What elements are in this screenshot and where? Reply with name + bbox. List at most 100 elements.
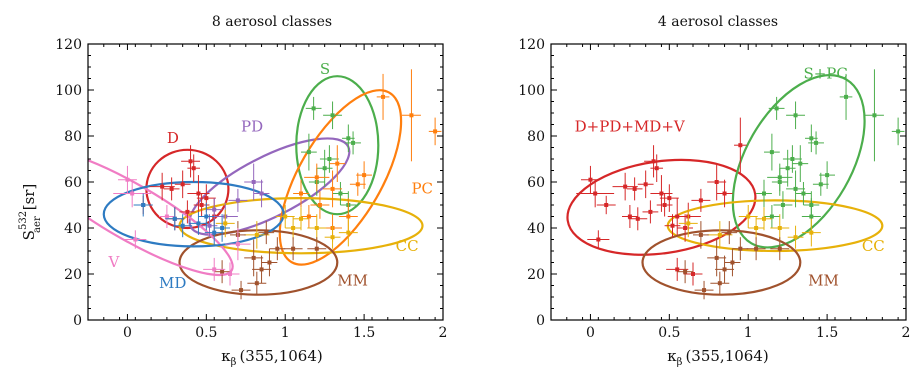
- point-s-pc: [785, 166, 790, 171]
- point-s-pc: [814, 140, 819, 145]
- point-pc: [330, 186, 335, 191]
- point-d-pd-md-v: [698, 198, 703, 203]
- point-pc: [314, 175, 319, 180]
- point-d: [169, 186, 174, 191]
- y-tick-label: 100: [55, 83, 82, 99]
- point-mm: [738, 246, 743, 251]
- y-tick-label: 80: [527, 129, 545, 145]
- point-d-pd-md-v: [738, 143, 743, 148]
- point-mm: [291, 246, 296, 251]
- point-s: [346, 136, 351, 141]
- point-d-pd-md-v: [659, 191, 664, 196]
- class-label: CC: [396, 237, 419, 255]
- y-tick-label: 20: [527, 267, 545, 283]
- point-md: [220, 226, 225, 230]
- point-d: [191, 166, 196, 171]
- point-d: [180, 182, 185, 187]
- point-s-pc: [825, 173, 830, 178]
- point-d-pd-md-v: [635, 216, 640, 221]
- point-d-pd-md-v: [654, 166, 659, 171]
- point-d-pd-md-v: [623, 184, 628, 189]
- y-tick-label: 0: [73, 313, 82, 329]
- point-s-pc: [818, 182, 823, 187]
- point-pd: [235, 198, 240, 203]
- point-s: [306, 150, 311, 155]
- point-pc: [409, 113, 414, 118]
- point-cc: [746, 214, 751, 219]
- point-s-pc: [762, 191, 766, 196]
- point-s-pc: [769, 214, 774, 219]
- point-s-pc: [777, 175, 782, 180]
- plot-frame: [87, 43, 444, 321]
- y-tick-label: 100: [518, 83, 545, 99]
- point-v: [130, 191, 135, 196]
- point-cc: [754, 226, 759, 230]
- class-label: D+PD+MD+V: [575, 117, 686, 135]
- point-s-pc: [801, 191, 806, 196]
- point-mm: [683, 269, 688, 274]
- ellipse-mm: [178, 229, 339, 296]
- point-s-pc: [798, 161, 803, 166]
- ellipse-s: [295, 75, 380, 216]
- class-label: MM: [337, 272, 368, 290]
- x-axis-label: κβ (355,1064): [667, 347, 768, 368]
- point-d: [160, 184, 165, 189]
- x-tick-label: 2: [902, 325, 911, 341]
- point-mm: [239, 288, 244, 293]
- point-pd: [207, 223, 212, 228]
- point-mm: [314, 246, 319, 251]
- point-s-pc: [896, 129, 901, 134]
- y-tick-label: 20: [64, 267, 82, 283]
- point-cc: [223, 221, 228, 226]
- point-pc: [299, 191, 303, 196]
- x-tick-label: 1.5: [353, 325, 375, 341]
- point-pd: [259, 191, 264, 196]
- point-cc: [254, 232, 259, 237]
- point-pc: [346, 214, 351, 219]
- panel-4-classes: 4 aerosol classes κβ (355,1064) D+PD+MD+V…: [518, 14, 910, 368]
- point-mm: [754, 246, 759, 251]
- point-v: [235, 242, 240, 247]
- point-pc: [355, 182, 360, 187]
- point-mm: [730, 260, 735, 265]
- ellipse-mm: [641, 229, 802, 296]
- point-mm: [717, 281, 722, 286]
- class-label: S: [320, 60, 330, 78]
- point-cc: [777, 226, 782, 230]
- plot-area: [566, 69, 905, 300]
- point-mm: [264, 230, 269, 235]
- point-d-pd-md-v: [596, 237, 601, 242]
- point-d: [204, 196, 209, 201]
- point-mm: [777, 246, 782, 251]
- point-cc: [346, 230, 351, 235]
- class-label: MM: [808, 272, 839, 290]
- point-d-pd-md-v: [588, 177, 593, 182]
- point-mm: [727, 230, 732, 235]
- point-cc: [686, 221, 691, 226]
- class-label: CC: [862, 237, 885, 255]
- point-cc: [283, 214, 288, 219]
- point-v: [228, 272, 232, 276]
- point-s: [311, 106, 316, 111]
- point-cc: [793, 235, 798, 240]
- point-pc: [317, 203, 322, 207]
- ellipse-pd: [188, 137, 351, 236]
- point-s: [327, 157, 332, 161]
- point-mm: [275, 246, 280, 251]
- point-d: [185, 209, 190, 214]
- point-pc: [362, 173, 367, 178]
- point-md: [180, 223, 185, 228]
- plot-area: [88, 69, 442, 300]
- point-s-pc: [780, 203, 785, 207]
- point-d-pd-md-v: [714, 180, 719, 184]
- y-tick-label: 40: [64, 221, 82, 237]
- point-v: [212, 267, 217, 272]
- point-pc: [335, 161, 340, 166]
- point-d-pd-md-v: [632, 186, 637, 191]
- y-tick-label: 40: [527, 221, 545, 237]
- point-cc: [314, 226, 319, 230]
- point-cc: [330, 235, 335, 240]
- point-pd: [212, 207, 217, 212]
